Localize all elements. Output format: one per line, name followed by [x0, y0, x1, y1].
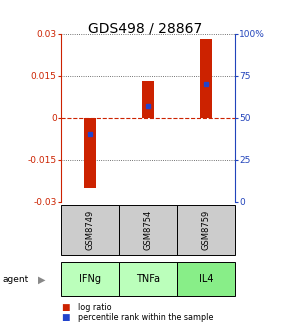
Text: GSM8754: GSM8754 — [143, 210, 153, 250]
Bar — [177, 262, 235, 296]
Text: agent: agent — [3, 275, 29, 284]
Bar — [84, 118, 96, 187]
Text: IFNg: IFNg — [79, 274, 101, 284]
Text: percentile rank within the sample: percentile rank within the sample — [78, 313, 214, 322]
Text: GSM8759: GSM8759 — [201, 210, 211, 250]
Text: log ratio: log ratio — [78, 303, 112, 312]
Bar — [119, 262, 177, 296]
Bar — [61, 262, 119, 296]
Bar — [61, 205, 119, 255]
Bar — [119, 205, 177, 255]
Bar — [142, 81, 154, 118]
Text: TNFa: TNFa — [136, 274, 160, 284]
Text: ■: ■ — [61, 303, 69, 312]
Bar — [177, 205, 235, 255]
Text: ■: ■ — [61, 313, 69, 322]
Text: GSM8749: GSM8749 — [85, 210, 95, 250]
Text: IL4: IL4 — [199, 274, 213, 284]
Bar — [200, 39, 212, 118]
Text: ▶: ▶ — [38, 275, 46, 285]
Text: GDS498 / 28867: GDS498 / 28867 — [88, 22, 202, 36]
